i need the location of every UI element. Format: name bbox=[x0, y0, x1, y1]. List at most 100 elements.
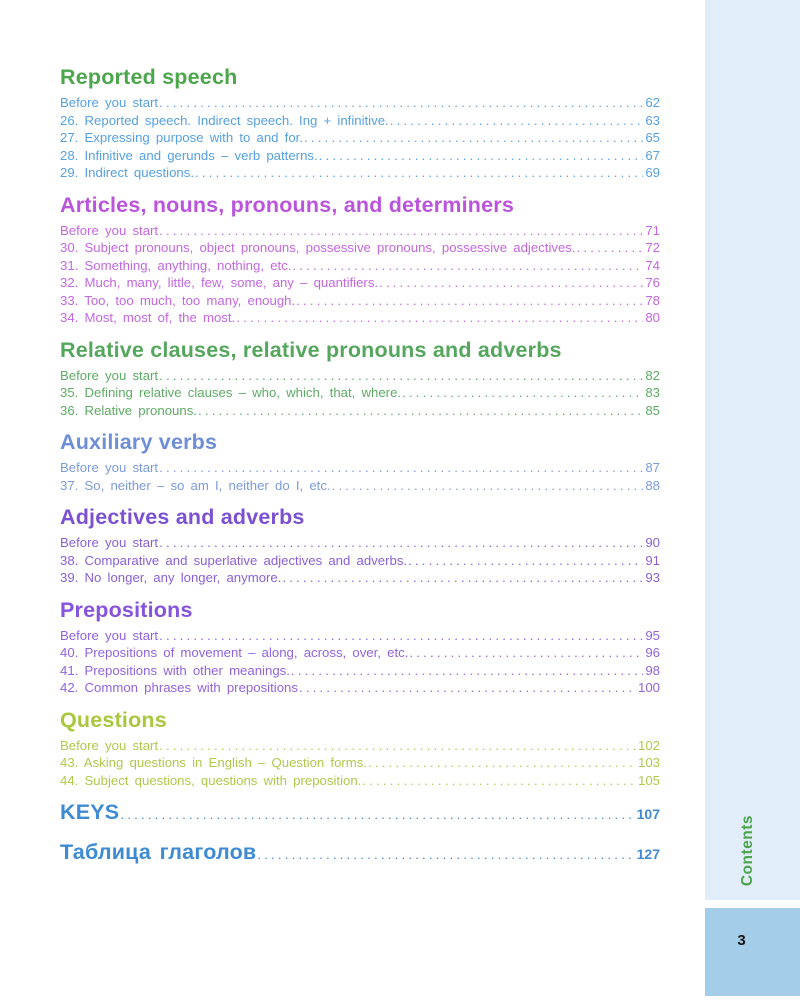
toc-major-entries: KEYS 107 Таблица глаголов 127 bbox=[60, 799, 660, 866]
toc-entry-label: 43. Asking questions in English – Questi… bbox=[60, 755, 368, 770]
toc-leader-dots bbox=[379, 274, 643, 292]
toc-leader-dots bbox=[291, 662, 643, 680]
toc-leader-dots bbox=[408, 552, 643, 570]
toc-leader-dots bbox=[159, 534, 643, 552]
toc-leader-dots bbox=[332, 477, 644, 495]
toc-leader-dots bbox=[159, 94, 643, 112]
toc-entry-page: 90 bbox=[645, 535, 660, 550]
toc-entry-label: 30. Subject pronouns, object pronouns, p… bbox=[60, 240, 576, 255]
section-entries: Before you start 82 35. Defining relativ… bbox=[60, 367, 660, 420]
toc-entry-label: 27. Expressing purpose with to and for. bbox=[60, 130, 303, 145]
toc-leader-dots bbox=[362, 772, 636, 790]
toc-entry-label: KEYS bbox=[60, 800, 120, 824]
toc-leader-dots bbox=[159, 222, 643, 240]
toc-entry-label: 28. Infinitive and gerunds – verb patter… bbox=[60, 147, 318, 163]
toc-leader-dots bbox=[296, 292, 643, 310]
section-heading: Prepositions bbox=[60, 597, 193, 622]
toc-entry[interactable]: 37. So, neither – so am I, neither do I,… bbox=[60, 477, 660, 495]
toc-entry-page: 85 bbox=[645, 402, 660, 418]
toc-entry[interactable]: 32. Much, many, little, few, some, any –… bbox=[60, 274, 660, 292]
toc-sections: Reported speech Before you start 62 26. … bbox=[60, 64, 660, 789]
toc-entry[interactable]: 44. Subject questions, questions with pr… bbox=[60, 772, 660, 790]
toc-entry[interactable]: Before you start 102 bbox=[60, 737, 660, 755]
page-number-box: 3 bbox=[705, 908, 800, 996]
toc-leader-dots bbox=[390, 112, 644, 130]
contents-tab-label: Contents bbox=[739, 814, 756, 886]
toc-entry[interactable]: 42. Common phrases with prepositions 100 bbox=[60, 679, 660, 697]
toc-entry[interactable]: 33. Too, too much, too many, enough. 78 bbox=[60, 292, 660, 310]
toc-entry-label: Таблица глаголов bbox=[60, 840, 257, 864]
toc-entry-label: 26. Reported speech. Indirect speech. In… bbox=[60, 112, 389, 128]
toc-entry-page: 80 bbox=[645, 310, 660, 325]
toc-section: Reported speech Before you start 62 26. … bbox=[60, 64, 660, 182]
toc-entry-page: 88 bbox=[645, 477, 660, 493]
toc-entry[interactable]: 30. Subject pronouns, object pronouns, p… bbox=[60, 239, 660, 257]
section-entries: Before you start 102 43. Asking question… bbox=[60, 737, 660, 790]
toc-leader-dots bbox=[319, 147, 644, 165]
toc-leader-dots bbox=[304, 129, 643, 147]
toc-entry[interactable]: 26. Reported speech. Indirect speech. In… bbox=[60, 112, 660, 130]
toc-entry-label: Before you start bbox=[60, 535, 159, 550]
toc-entry-page: 127 bbox=[636, 846, 660, 862]
toc-section: Prepositions Before you start 95 40. Pre… bbox=[60, 597, 660, 697]
toc-entry-label: 40. Prepositions of movement – along, ac… bbox=[60, 645, 409, 660]
section-heading: Relative clauses, relative pronouns and … bbox=[60, 337, 562, 362]
toc-leader-dots bbox=[198, 402, 643, 420]
toc-entry[interactable]: 40. Prepositions of movement – along, ac… bbox=[60, 644, 660, 662]
toc-entry-page: 96 bbox=[645, 645, 660, 660]
toc-entry[interactable]: 27. Expressing purpose with to and for. … bbox=[60, 129, 660, 147]
toc-entry-page: 83 bbox=[645, 385, 660, 400]
toc-entry[interactable]: 36. Relative pronouns. 85 bbox=[60, 402, 660, 420]
section-heading: Reported speech bbox=[60, 65, 238, 89]
toc-entry-label: 44. Subject questions, questions with pr… bbox=[60, 772, 362, 788]
toc-leader-dots bbox=[409, 644, 643, 662]
toc-leader-dots bbox=[120, 806, 634, 824]
toc-entry-label: 31. Something, anything, nothing, etc. bbox=[60, 257, 292, 273]
toc-leader-dots bbox=[159, 459, 643, 477]
toc-entry-page: 91 bbox=[645, 552, 660, 568]
toc-leader-dots bbox=[368, 754, 636, 772]
toc-leader-dots bbox=[282, 569, 643, 587]
toc-entry-page: 69 bbox=[645, 165, 660, 180]
toc-entry[interactable]: 41. Prepositions with other meanings. 98 bbox=[60, 662, 660, 680]
contents-sidebar-strip: Contents bbox=[705, 0, 800, 900]
section-heading: Auxiliary verbs bbox=[60, 430, 218, 454]
toc-entry[interactable]: 35. Defining relative clauses – who, whi… bbox=[60, 384, 660, 402]
toc-leader-dots bbox=[402, 384, 643, 402]
toc-entry-label: 41. Prepositions with other meanings. bbox=[60, 662, 290, 678]
toc-entry[interactable]: Before you start 71 bbox=[60, 222, 660, 240]
toc-entry[interactable]: 31. Something, anything, nothing, etc. 7… bbox=[60, 257, 660, 275]
section-heading: Articles, nouns, pronouns, and determine… bbox=[60, 192, 514, 217]
toc-entry-page: 102 bbox=[637, 737, 660, 753]
toc-entry[interactable]: KEYS 107 bbox=[60, 799, 660, 826]
toc-entry-page: 72 bbox=[645, 240, 660, 255]
toc-leader-dots bbox=[257, 846, 634, 864]
toc-entry[interactable]: Before you start 95 bbox=[60, 627, 660, 645]
toc-content: Reported speech Before you start 62 26. … bbox=[60, 0, 660, 879]
toc-entry-label: Before you start bbox=[60, 222, 159, 238]
toc-entry-label: 38. Comparative and superlative adjectiv… bbox=[60, 552, 408, 568]
toc-leader-dots bbox=[299, 679, 636, 697]
section-entries: Before you start 62 26. Reported speech.… bbox=[60, 94, 660, 182]
toc-section: Questions Before you start 102 43. Askin… bbox=[60, 707, 660, 790]
toc-entry-label: 37. So, neither – so am I, neither do I,… bbox=[60, 477, 331, 493]
toc-entry[interactable]: Before you start 90 bbox=[60, 534, 660, 552]
toc-entry[interactable]: 39. No longer, any longer, anymore. 93 bbox=[60, 569, 660, 587]
toc-entry[interactable]: 28. Infinitive and gerunds – verb patter… bbox=[60, 147, 660, 165]
toc-leader-dots bbox=[195, 164, 643, 182]
toc-entry[interactable]: Before you start 62 bbox=[60, 94, 660, 112]
toc-entry-label: 32. Much, many, little, few, some, any –… bbox=[60, 275, 379, 290]
toc-entry[interactable]: 34. Most, most of, the most. 80 bbox=[60, 309, 660, 327]
toc-entry[interactable]: Таблица глаголов 127 bbox=[60, 839, 660, 866]
toc-entry[interactable]: 43. Asking questions in English – Questi… bbox=[60, 754, 660, 772]
toc-leader-dots bbox=[159, 627, 643, 645]
toc-entry[interactable]: 38. Comparative and superlative adjectiv… bbox=[60, 552, 660, 570]
toc-entry[interactable]: 29. Indirect questions. 69 bbox=[60, 164, 660, 182]
toc-entry[interactable]: Before you start 82 bbox=[60, 367, 660, 385]
section-heading: Questions bbox=[60, 707, 167, 732]
toc-entry-page: 62 bbox=[645, 95, 660, 110]
section-entries: Before you start 95 40. Prepositions of … bbox=[60, 627, 660, 697]
toc-entry-label: Before you start bbox=[60, 737, 159, 753]
toc-section: Articles, nouns, pronouns, and determine… bbox=[60, 192, 660, 327]
toc-entry[interactable]: Before you start 87 bbox=[60, 459, 660, 477]
